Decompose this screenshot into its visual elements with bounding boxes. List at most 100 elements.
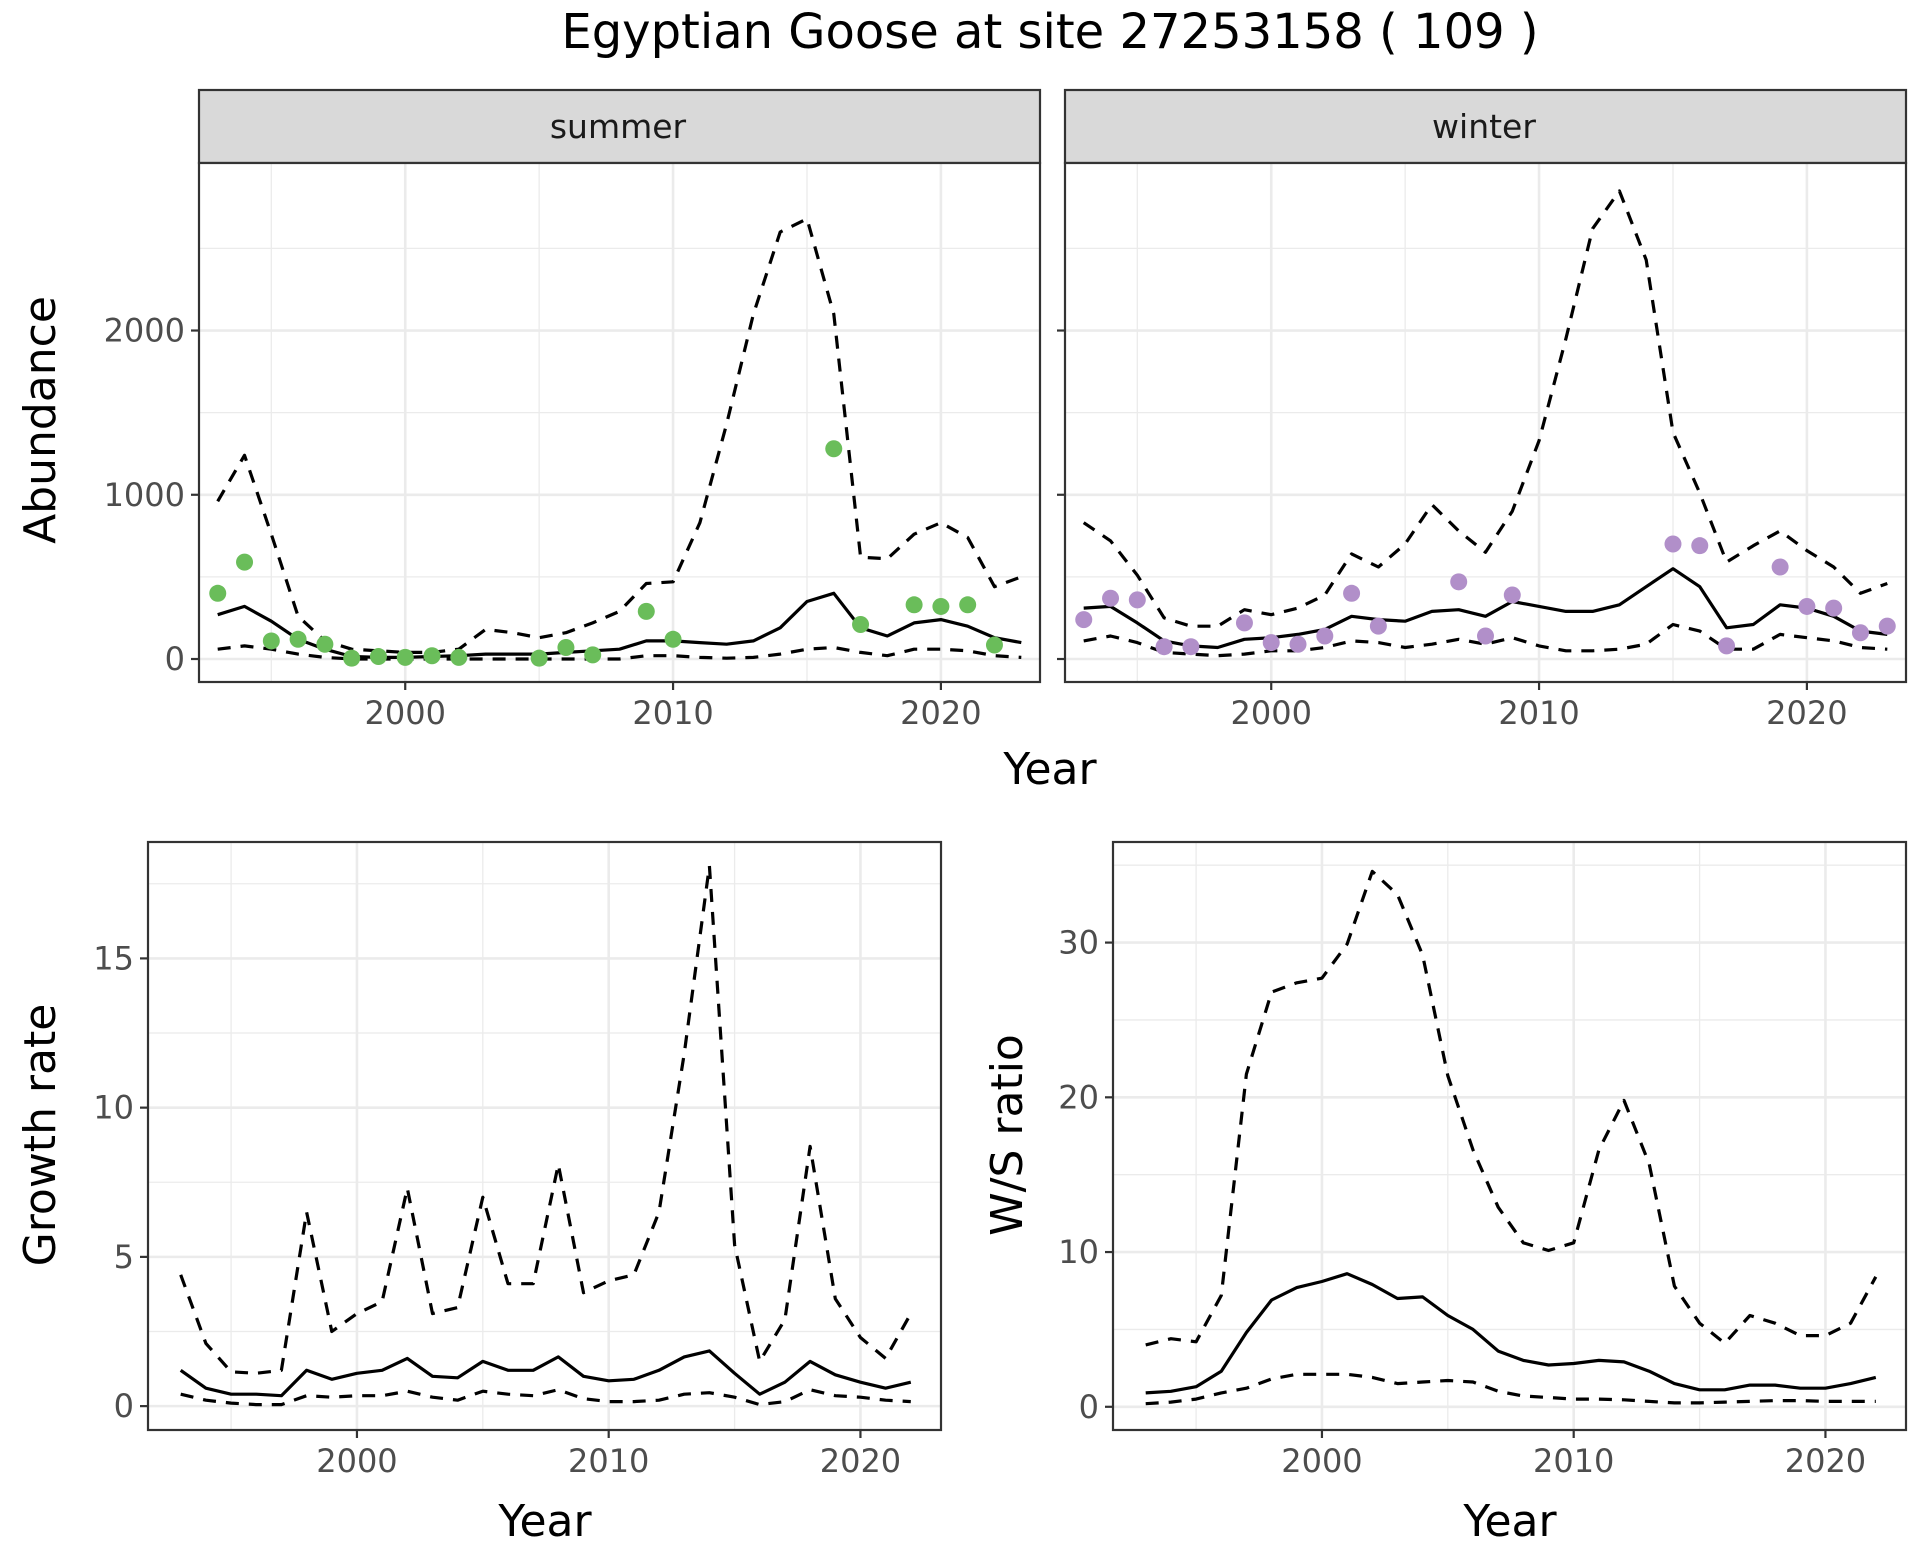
- x-axis-title-top: Year: [1002, 744, 1097, 795]
- series-line-winter-mean: [1083, 567, 1888, 650]
- x-tick-label: 2020: [1785, 1442, 1866, 1480]
- strip-summer: [197, 88, 1042, 165]
- data-point-summer: [959, 596, 977, 614]
- series-line-winter-lower: [1083, 622, 1888, 658]
- panel-background: [1113, 842, 1906, 1430]
- x-axis-title-growth-rate: Year: [497, 1496, 592, 1547]
- data-point-winter: [1771, 558, 1789, 576]
- panel-growth-rate: 2000 2010 2020 0 5 10 15: [93, 840, 943, 1480]
- data-point-winter: [1128, 591, 1146, 609]
- data-point-summer: [316, 635, 334, 653]
- series-line-growth-lower: [180, 1388, 911, 1407]
- data-point-winter: [1664, 535, 1682, 553]
- x-tick-label: 2000: [1281, 1442, 1362, 1480]
- data-point-summer: [289, 630, 307, 648]
- y-tick-label: 0: [1079, 1388, 1099, 1426]
- x-tick-label: 2020: [900, 694, 981, 732]
- data-point-summer: [236, 553, 254, 571]
- strip-label-summer: summer: [550, 107, 687, 146]
- x-tick-label: 2000: [316, 1442, 397, 1480]
- panel-background: [1065, 163, 1906, 682]
- series-line-summer-lower: [217, 644, 1022, 661]
- data-point-winter: [1369, 617, 1387, 635]
- data-point-summer: [450, 648, 468, 666]
- series-line-ws_ratio-lower: [1145, 1372, 1876, 1406]
- data-point-winter: [1316, 627, 1334, 645]
- panel-border: [197, 161, 1042, 684]
- series-line-ws_ratio-upper: [1145, 869, 1878, 1347]
- x-axis-title-ws-ratio: Year: [1462, 1496, 1557, 1547]
- panel-border: [1111, 840, 1908, 1432]
- data-point-winter: [1102, 589, 1120, 607]
- data-point-winter: [1343, 584, 1361, 602]
- x-tick-label: 2000: [1231, 694, 1312, 732]
- data-point-summer: [664, 630, 682, 648]
- data-point-summer: [932, 597, 950, 615]
- data-point-winter: [1798, 597, 1816, 615]
- y-axis-title-ws-ratio: W/S ratio: [982, 1034, 1033, 1236]
- series-line-summer-upper: [216, 217, 1022, 654]
- y-axis-title-growth-rate: Growth rate: [15, 1004, 66, 1267]
- data-point-summer: [905, 596, 923, 614]
- figure-title: Egyptian Goose at site 27253158 ( 109 ): [561, 4, 1538, 60]
- panel-border: [1063, 161, 1908, 684]
- y-tick-label: 15: [93, 939, 134, 977]
- data-point-summer: [825, 440, 843, 458]
- x-tick-label: 2020: [820, 1442, 901, 1480]
- x-tick-label: 2010: [1498, 694, 1579, 732]
- data-point-summer: [209, 584, 227, 602]
- data-point-summer: [369, 648, 387, 666]
- x-tick-label: 2010: [1533, 1442, 1614, 1480]
- x-tick-label: 2010: [568, 1442, 649, 1480]
- y-tick-label: 2000: [104, 312, 185, 350]
- data-point-winter: [1235, 614, 1253, 632]
- data-point-winter: [1477, 627, 1494, 645]
- data-point-winter: [1691, 537, 1709, 555]
- data-point-summer: [530, 649, 548, 667]
- x-tick-label: 2010: [632, 694, 713, 732]
- data-point-winter: [1155, 638, 1173, 656]
- series-line-growth-mean: [179, 1349, 912, 1398]
- panel-border: [146, 840, 943, 1432]
- y-tick-label: 1000: [104, 476, 185, 514]
- data-point-winter: [1718, 637, 1736, 655]
- data-point-winter: [1878, 617, 1896, 635]
- data-point-winter: [1289, 635, 1307, 653]
- data-point-summer: [852, 616, 870, 634]
- data-point-winter: [1182, 638, 1200, 656]
- data-point-summer: [637, 602, 655, 620]
- panel-background: [199, 163, 1040, 682]
- y-axis-title-abundance: Abundance: [15, 296, 66, 544]
- data-point-winter: [1503, 586, 1521, 604]
- strip-winter: [1063, 88, 1908, 165]
- data-point-winter: [1262, 634, 1280, 652]
- strip-label-winter: winter: [1432, 107, 1536, 146]
- x-tick-label: 2000: [365, 694, 446, 732]
- data-point-summer: [985, 636, 1003, 654]
- data-point-summer: [262, 632, 280, 650]
- panel-background: [148, 842, 941, 1430]
- data-point-winter: [1075, 611, 1093, 629]
- y-tick-label: 10: [93, 1089, 134, 1127]
- panel-summer: 2000 2010 2020 0 1000 2000: [104, 88, 1042, 732]
- series-line-growth-upper: [179, 864, 913, 1375]
- data-point-summer: [423, 647, 441, 665]
- x-tick-label: 2020: [1766, 694, 1847, 732]
- y-tick-label: 5: [114, 1238, 134, 1276]
- data-point-winter: [1851, 624, 1869, 642]
- data-point-summer: [584, 646, 602, 664]
- y-tick-label: 0: [114, 1387, 134, 1425]
- y-tick-label: 20: [1058, 1078, 1099, 1116]
- panel-winter: 2000 2010 2020: [1057, 88, 1908, 732]
- series-line-winter-upper: [1082, 189, 1888, 628]
- data-point-winter: [1825, 599, 1843, 617]
- panel-ws-ratio: 2000 2010 2020 0 10 20 30: [1058, 840, 1908, 1480]
- data-point-winter: [1450, 573, 1468, 591]
- y-tick-label: 10: [1058, 1233, 1099, 1271]
- data-point-summer: [396, 648, 414, 666]
- y-tick-label: 30: [1058, 924, 1099, 962]
- data-point-summer: [557, 639, 575, 657]
- data-point-summer: [343, 649, 361, 667]
- series-line-ws_ratio-mean: [1145, 1272, 1877, 1395]
